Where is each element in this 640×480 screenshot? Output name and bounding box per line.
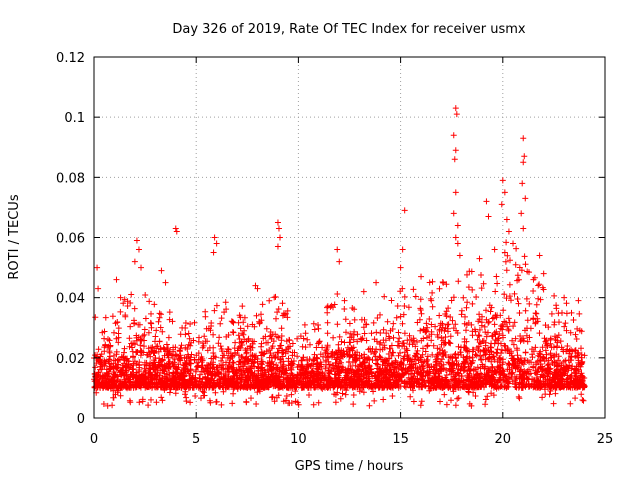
x-tick-label: 10 [290, 432, 307, 447]
data-point [530, 276, 537, 283]
x-tick-label: 15 [392, 432, 409, 447]
y-axis-label: ROTI / TECUs [7, 194, 22, 279]
data-point [499, 177, 506, 184]
data-point [519, 180, 526, 187]
data-point [456, 252, 463, 259]
data-point [131, 258, 138, 265]
data-point [498, 201, 505, 208]
data-point [485, 213, 492, 220]
data-point [452, 189, 459, 196]
data-point [213, 240, 220, 247]
y-tick-label: 0 [77, 412, 85, 427]
data-point [520, 225, 527, 232]
data-point [211, 234, 218, 241]
data-point [274, 219, 281, 226]
data-point [450, 210, 457, 217]
scatter-cloud [91, 239, 588, 409]
chart-title: Day 326 of 2019, Rate Of TEC Index for r… [172, 22, 526, 37]
x-axis-ticks: 0 5 10 15 20 25 [90, 57, 613, 447]
y-tick-label: 0.04 [56, 292, 85, 307]
y-tick-label: 0.1 [64, 111, 85, 126]
data-point [397, 264, 404, 271]
data-point [360, 288, 367, 295]
data-point [452, 105, 459, 112]
data-point [518, 210, 525, 217]
y-tick-label: 0.06 [56, 232, 85, 247]
x-tick-label: 25 [597, 432, 614, 447]
data-point [399, 246, 406, 253]
data-point [113, 276, 120, 283]
data-point [454, 240, 461, 247]
data-point [158, 267, 165, 274]
data-point [275, 225, 282, 232]
data-point [536, 252, 543, 259]
data-point [373, 279, 380, 286]
data-point [561, 294, 568, 301]
data-point [418, 273, 425, 280]
data-point [95, 285, 102, 292]
data-point [491, 246, 498, 253]
data-point [135, 246, 142, 253]
data-point [522, 195, 529, 202]
data-point [210, 249, 217, 256]
data-point [520, 159, 527, 166]
data-point [451, 156, 458, 163]
data-point [173, 228, 180, 235]
data-point [254, 285, 261, 292]
data-point [505, 228, 512, 235]
data-point [172, 225, 179, 232]
data-point [252, 282, 259, 289]
data-point [401, 207, 408, 214]
x-tick-label: 0 [90, 432, 98, 447]
data-point [452, 234, 459, 241]
y-tick-label: 0.08 [56, 171, 85, 186]
y-tick-label: 0.02 [56, 352, 85, 367]
data-point [277, 234, 284, 241]
data-point [117, 294, 124, 301]
data-point [540, 270, 547, 277]
data-point [94, 264, 101, 271]
data-point [575, 297, 582, 304]
data-point [510, 240, 517, 247]
data-point [274, 243, 281, 250]
data-point [336, 258, 343, 265]
data-point [483, 198, 490, 205]
x-tick-label: 20 [495, 432, 512, 447]
data-points [91, 105, 588, 409]
x-axis-label: GPS time / hours [295, 459, 404, 474]
x-tick-label: 5 [192, 432, 200, 447]
data-point [452, 147, 459, 154]
data-point [503, 216, 510, 223]
data-point [450, 132, 457, 139]
y-axis-ticks: 0 0.02 0.04 0.06 0.08 0.1 0.12 [56, 51, 605, 427]
data-point [133, 237, 140, 244]
y-tick-label: 0.12 [56, 51, 85, 66]
data-point [454, 222, 461, 229]
data-point [162, 279, 169, 286]
data-point [521, 153, 528, 160]
data-point [138, 264, 145, 271]
data-point [501, 189, 508, 196]
data-point [501, 249, 508, 256]
data-point [520, 135, 527, 142]
data-point [334, 246, 341, 253]
data-point [453, 111, 460, 118]
